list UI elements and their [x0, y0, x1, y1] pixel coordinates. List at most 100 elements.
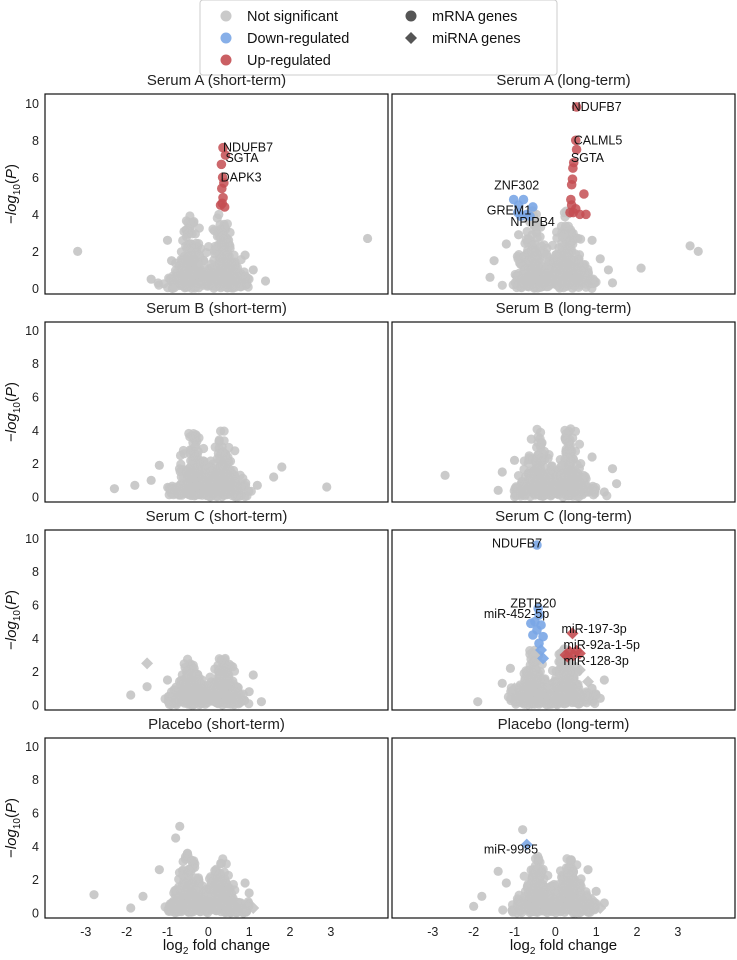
y-tick-label: 10 — [25, 324, 39, 338]
ns-point — [533, 899, 543, 909]
ns-point — [225, 903, 235, 913]
ns-point — [244, 888, 254, 898]
ns-point — [574, 439, 585, 449]
ns-point — [571, 908, 582, 918]
ns-point — [591, 886, 601, 896]
ns-point — [501, 878, 511, 888]
ns-point — [248, 670, 258, 680]
ylab-log: log — [3, 621, 20, 642]
ns-point — [109, 484, 120, 494]
ns-point — [595, 254, 605, 264]
ns-point — [188, 907, 198, 917]
ns-point — [190, 468, 200, 479]
ns-point — [497, 280, 507, 290]
down-mirna-point — [537, 652, 550, 665]
ns-point — [583, 865, 593, 875]
ns-point — [528, 871, 538, 881]
ns-point — [512, 483, 522, 493]
panel: Serum A (long-term)NDUFB7CALML5SGTAZNF30… — [391, 72, 736, 295]
ns-point — [212, 274, 223, 284]
ylab-log: log — [3, 195, 20, 216]
ns-point — [204, 903, 214, 913]
ns-point — [189, 663, 199, 674]
ns-point — [580, 271, 590, 281]
ns-point — [566, 897, 576, 907]
y-tick-label: 6 — [32, 171, 39, 185]
ns-point — [232, 697, 242, 707]
ns-point — [536, 453, 547, 463]
ns-point — [181, 254, 191, 264]
legend: Not significantDown-regulatedUp-regulate… — [199, 0, 558, 76]
ns-point — [518, 825, 528, 835]
ns-point — [213, 888, 223, 898]
ns-point — [588, 279, 598, 289]
ns-point — [599, 487, 609, 497]
x-tick-label: 2 — [287, 925, 294, 939]
ns-point — [595, 693, 605, 703]
ns-point — [189, 255, 199, 265]
ns-point — [557, 232, 567, 242]
down-mirna-point — [535, 644, 548, 656]
ns-point — [563, 438, 573, 448]
gene-label: miR-92a-1-5p — [564, 638, 640, 652]
ns-point — [211, 897, 221, 907]
panel-title: Serum A (long-term) — [496, 72, 630, 89]
ns-point — [219, 426, 229, 436]
ns-mirna-point — [141, 657, 154, 670]
ns-point — [587, 235, 597, 245]
ns-point — [576, 897, 586, 908]
ns-point — [578, 277, 588, 288]
ns-point — [564, 491, 574, 501]
ns-point — [473, 697, 483, 707]
ns-point — [201, 248, 211, 258]
ns-point — [195, 677, 205, 688]
y-tick-label: 8 — [32, 773, 39, 787]
y-axis-label: −log10(P) — [3, 798, 23, 858]
ns-point — [561, 429, 571, 439]
up-mirna-point — [573, 647, 586, 660]
up-point — [579, 189, 589, 199]
ns-point — [154, 865, 164, 875]
legend-marker — [220, 10, 232, 22]
ns-point — [511, 693, 521, 703]
panel-title: Placebo (long-term) — [498, 716, 630, 733]
panel-frame — [44, 529, 389, 711]
ns-point — [209, 692, 219, 702]
panel-title: Serum B (long-term) — [496, 300, 632, 317]
ylab-minus: − — [3, 433, 20, 442]
ylab-p: P — [3, 595, 20, 605]
x-tick-label: -2 — [468, 925, 479, 939]
ylab-close: ) — [3, 590, 20, 595]
ns-point — [557, 460, 567, 470]
ylab-paren: ( — [3, 605, 20, 610]
y-tick-label: 4 — [32, 632, 39, 646]
ns-point — [269, 472, 279, 482]
x-tick-label: 0 — [205, 925, 212, 939]
ns-point — [555, 694, 565, 705]
gene-label: miR-452-5p — [484, 607, 549, 621]
up-point — [568, 163, 578, 173]
ns-point — [126, 903, 136, 913]
down-mirna-point — [520, 838, 533, 851]
ns-point — [73, 246, 83, 257]
ns-point — [636, 263, 646, 273]
ns-mirna-point — [573, 664, 586, 676]
up-point — [216, 159, 227, 170]
ns-point — [566, 456, 576, 466]
ns-point — [580, 472, 590, 482]
panel-points — [73, 142, 373, 293]
ns-point — [214, 670, 224, 681]
up-point — [218, 142, 228, 153]
ns-point — [533, 691, 544, 701]
ylab-sub: 10 — [12, 184, 23, 196]
ns-point — [166, 256, 177, 266]
legend-marker — [220, 54, 232, 66]
y-tick-label: 2 — [32, 873, 39, 887]
ns-point — [546, 276, 556, 286]
ns-point — [225, 264, 235, 274]
ns-point — [162, 675, 173, 685]
ns-point — [542, 700, 552, 710]
legend-entry: mRNA genes — [405, 9, 517, 25]
ns-point — [581, 887, 591, 897]
y-axis-label: −log10(P) — [3, 382, 23, 442]
